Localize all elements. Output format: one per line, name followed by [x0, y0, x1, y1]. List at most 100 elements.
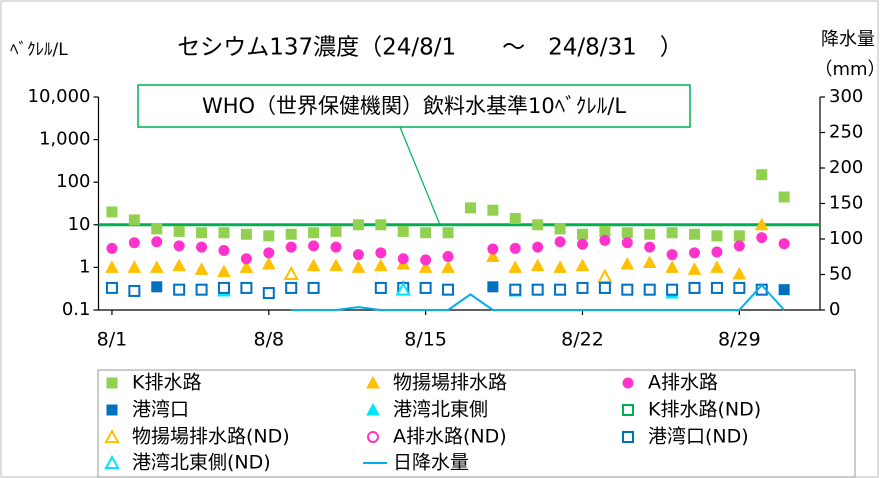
legend-swatch — [367, 431, 379, 443]
x-tick-label: 8/22 — [561, 329, 604, 351]
marker — [487, 204, 499, 216]
marker — [173, 283, 186, 296]
legend-swatch — [366, 375, 380, 389]
y-tick-label: 100 — [56, 171, 90, 192]
legend-swatch — [622, 431, 634, 443]
marker — [285, 281, 298, 294]
marker — [756, 232, 768, 244]
marker — [666, 283, 679, 296]
marker — [486, 249, 500, 263]
marker — [597, 268, 613, 283]
y2-tick-label: 150 — [829, 193, 863, 214]
y-tick-label: 0.1 — [62, 299, 91, 320]
marker — [375, 247, 387, 259]
marker — [263, 230, 275, 242]
legend-label: 物揚場排水路 — [393, 372, 507, 394]
marker — [756, 169, 768, 181]
marker — [106, 242, 118, 254]
marker — [509, 213, 521, 225]
marker — [621, 237, 633, 249]
marker — [262, 287, 275, 300]
marker — [733, 281, 746, 294]
marker — [218, 244, 230, 256]
marker — [733, 240, 745, 252]
marker — [307, 281, 320, 294]
marker — [261, 256, 276, 270]
marker — [442, 251, 454, 263]
legend-label: 港湾口 — [132, 399, 189, 421]
marker — [530, 258, 545, 272]
marker — [306, 258, 321, 272]
marker — [576, 281, 589, 294]
marker — [711, 230, 723, 242]
legend-swatch — [106, 404, 118, 416]
marker — [195, 283, 208, 296]
y2-tick-label: 200 — [829, 157, 863, 178]
legend-box — [97, 369, 856, 478]
marker — [576, 238, 588, 250]
marker — [665, 260, 679, 273]
marker — [375, 219, 387, 231]
marker — [621, 227, 633, 239]
y2-tick-label: 300 — [829, 86, 863, 107]
marker — [172, 258, 187, 272]
marker — [666, 227, 678, 239]
marker — [128, 237, 140, 249]
marker — [621, 283, 634, 296]
marker — [487, 281, 499, 293]
marker — [464, 202, 476, 214]
y-axis-label: ﾍﾞｸﾚﾙ/L — [10, 40, 68, 60]
marker — [217, 281, 230, 294]
marker — [196, 227, 208, 239]
marker — [397, 253, 409, 265]
marker — [395, 281, 411, 296]
legend-label: 港湾口(ND) — [648, 426, 749, 448]
marker — [106, 206, 118, 218]
marker — [420, 227, 432, 239]
marker — [128, 214, 140, 226]
marker — [598, 281, 611, 294]
legend-swatch — [622, 377, 634, 389]
marker — [576, 228, 588, 240]
marker — [689, 247, 701, 259]
legend-label: 港湾北東側(ND) — [132, 452, 271, 474]
y2-tick-label: 0 — [829, 299, 840, 320]
marker — [778, 238, 790, 250]
marker — [688, 281, 701, 294]
marker — [240, 228, 252, 240]
marker — [442, 283, 455, 296]
marker — [419, 281, 432, 294]
marker — [351, 260, 366, 273]
marker — [196, 241, 208, 253]
legend-label: K排水路(ND) — [648, 399, 761, 421]
marker — [509, 283, 522, 296]
marker — [194, 262, 209, 275]
marker — [352, 249, 364, 261]
marker — [127, 260, 142, 273]
y-tick-label: 10,000 — [28, 86, 91, 107]
x-tick-label: 8/15 — [404, 329, 447, 351]
marker — [509, 242, 521, 254]
marker — [308, 227, 320, 239]
marker — [329, 258, 343, 272]
marker — [554, 236, 566, 248]
marker — [532, 241, 544, 253]
marker — [217, 264, 231, 278]
marker — [352, 219, 364, 231]
marker — [689, 228, 701, 240]
legend-label: 港湾北東側 — [393, 399, 488, 421]
marker — [151, 236, 163, 248]
legend-label: A排水路(ND) — [393, 426, 507, 448]
marker — [308, 240, 320, 252]
marker — [173, 240, 185, 252]
marker — [575, 258, 590, 272]
marker — [554, 223, 566, 235]
marker — [508, 260, 523, 273]
marker — [666, 249, 678, 261]
marker — [710, 281, 723, 294]
marker — [239, 260, 254, 273]
marker — [733, 230, 745, 242]
marker — [397, 225, 409, 237]
y2-axis-label: 降水量 — [821, 29, 875, 50]
marker — [151, 223, 163, 235]
